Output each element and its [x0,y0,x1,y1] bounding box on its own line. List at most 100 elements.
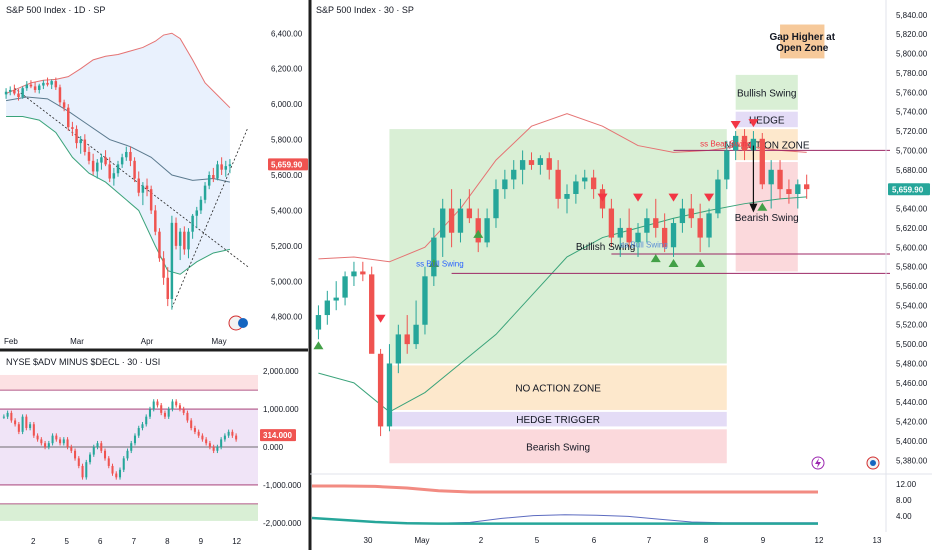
breadth-bar [6,412,9,417]
candle-body [795,184,801,194]
buy-signal-marker [428,258,439,267]
breadth-bar [126,450,129,459]
breadth-bar [92,447,95,455]
y-tick-label: 5,400.00 [896,437,928,446]
y-tick-label: -2,000.000 [263,519,302,528]
y-tick-label: 5,520.00 [896,321,928,330]
breadth-bar [118,469,122,478]
last-value-label: 314.000 [263,431,292,440]
candle-body [174,222,178,246]
x-tick-label: 12 [815,536,824,545]
candle-body [141,185,145,193]
breadth-bar [44,443,47,447]
breadth-bar [89,454,92,463]
x-tick-label: 9 [199,537,204,546]
breadth-bar [40,439,43,444]
y-tick-label: 5,720.00 [896,127,928,136]
breadth-bar [55,435,58,440]
last-price-label: 5,659.90 [271,160,303,169]
candle-body [125,151,128,158]
y-tick-label: 4.00 [896,512,912,521]
x-tick-label: 8 [704,536,709,545]
breadth-panel[interactable]: NYSE $ADV MINUS $DECL · 30 · USI 2,000.0… [0,357,302,546]
candle-body [750,138,757,151]
candle-body [804,184,810,190]
x-tick-label: 2 [479,536,484,545]
zone-label: Bullish Swing [737,88,796,99]
candle-body [42,82,45,86]
candle-body [519,160,526,170]
candle-body [351,271,357,277]
y-tick-label: 0.000 [263,443,284,452]
zone-label: Bearish Swing [735,213,799,224]
candle-body [431,237,437,277]
candle-body [100,157,103,163]
candle-body [484,218,490,243]
breadth-bar [107,458,110,466]
y-tick-label: 5,440.00 [896,398,928,407]
y-tick-label: 5,580.00 [896,263,928,272]
x-tick-label: 5 [65,537,70,546]
candle-body [440,208,446,238]
candle-body [360,271,366,275]
breadth-bar [62,439,65,444]
zone-box [735,162,798,272]
sell-signal-marker [730,121,741,130]
sell-signal-marker [597,193,608,202]
x-tick-label: 7 [132,537,137,546]
lightning-icon[interactable] [811,456,825,470]
last-value-tag [260,429,296,442]
upper-band-line [5,32,231,109]
candle-body [67,107,70,128]
candle-body [546,158,552,170]
candle-body [706,213,712,238]
candle-body [466,208,473,219]
breadth-bar [21,416,24,432]
candle-body [54,81,58,88]
candle-body [83,139,87,152]
y-tick-label: 5,200.00 [271,242,303,251]
candle-body [457,208,464,233]
x-tick-label: 6 [592,536,597,545]
candle-body [617,227,623,238]
candle-body [199,199,203,211]
breadth-bar [171,401,174,410]
candle-body [71,127,74,129]
oscillator-panel[interactable]: 12.00 8.00 4.00 [311,480,917,525]
y-tick-label: 6,000.00 [271,100,303,109]
breadth-bar [197,431,200,436]
x-tick-label: Mar [70,337,84,346]
candle-body [112,173,116,179]
breadth-bar [77,458,80,466]
y-tick-label: 5,480.00 [896,359,928,368]
breadth-bar [178,405,181,410]
candle-body [741,135,748,151]
intraday-chart-panel[interactable]: NO ACTION ZONE HEDGE TRIGGER Bearish Swing… [313,0,930,532]
lower-band-line [6,116,231,275]
breadth-bar [96,443,99,447]
trend-line [171,127,249,309]
breadth-bar [220,439,223,447]
candle-body [129,151,132,161]
candle-body [183,231,186,250]
x-tick-label: May [414,536,429,545]
breadth-bar [208,443,211,447]
x-tick-label: 2 [31,537,36,546]
flag-icon [228,315,248,331]
candle-body [342,276,348,298]
y-tick-label: 6,400.00 [271,29,303,38]
candle-body [21,88,24,98]
sell-signal-marker [704,193,715,202]
daily-chart-panel[interactable]: S&P 500 Index · 1D · SP 6,400.00 6,200.00… [4,5,308,346]
candle-body [75,128,78,144]
breadth-title: NYSE $ADV MINUS $DECL · 30 · USI [6,357,160,367]
candle-body [195,210,199,216]
candle-body [116,164,120,174]
zone-label: Gap Higher at [769,32,835,43]
x-tick-label: 5 [535,536,540,545]
zone-box [389,411,727,427]
candle-body [759,138,765,185]
candle-body [137,178,140,193]
sell-signal-marker [633,193,644,202]
x-tick-label: 7 [647,536,652,545]
